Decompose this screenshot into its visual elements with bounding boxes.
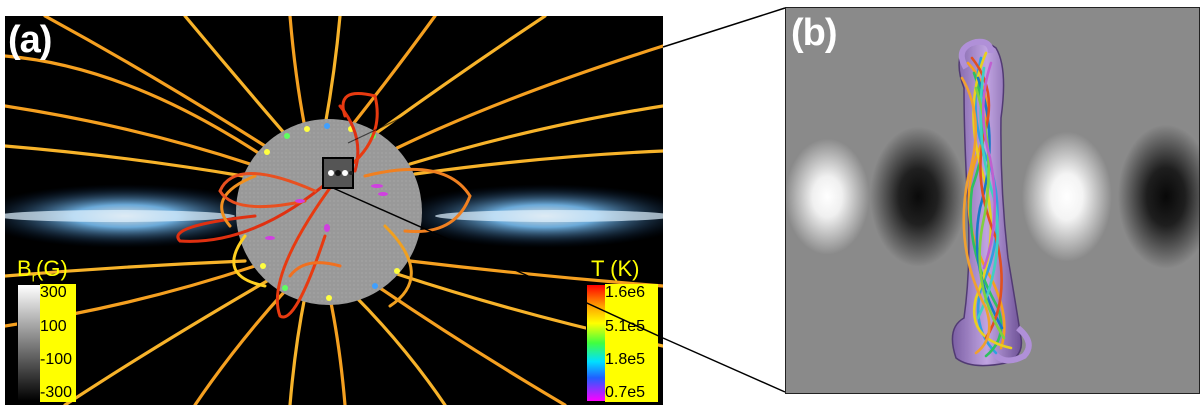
flux-rope-render — [951, 38, 1032, 367]
br-tick-2: -100 — [40, 351, 73, 368]
temp-tick-2: 1.8e5 — [605, 351, 646, 368]
temp-tick-0: 1.6e6 — [605, 284, 646, 301]
panel-b-zoom-view: (b) — [785, 7, 1200, 394]
panel-b-label: (b) — [791, 12, 838, 54]
br-tick-3: -300 — [40, 384, 73, 401]
temp-colorbar: 1.6e6 5.1e5 1.8e5 0.7e5 — [586, 284, 658, 402]
br-title-main: B — [17, 256, 32, 281]
temp-tick-1: 5.1e5 — [605, 318, 646, 335]
panel-a-scene — [5, 16, 663, 405]
flux-rope-top-hook — [958, 38, 994, 70]
footpoint-markers — [260, 123, 400, 301]
br-title-unit: (G) — [36, 256, 68, 281]
br-tick-1: 100 — [40, 318, 67, 335]
flux-rope-strands — [960, 51, 1013, 358]
temp-tick-3: 0.7e5 — [605, 384, 646, 401]
br-tick-0: 300 — [40, 284, 67, 301]
flux-rope-bottom-hook — [988, 325, 1032, 364]
br-legend-title: Br(G) — [17, 256, 68, 284]
panel-a-label: (a) — [8, 19, 52, 61]
br-title-sub: r — [31, 269, 37, 285]
zoom-box — [322, 157, 354, 189]
streamer-core-left — [5, 210, 235, 222]
br-colorbar: 300 100 -100 -300 — [17, 284, 77, 402]
temp-legend-title: T (K) — [591, 256, 640, 281]
br-gradient — [17, 284, 41, 402]
br-tick-panel: 300 100 -100 -300 — [40, 284, 76, 402]
solar-sphere — [236, 119, 422, 305]
panel-a-simulation-view: (a) Br(G) 300 100 -100 -300 T (K) 1.6e6 … — [5, 16, 663, 405]
temp-tick-panel: 1.6e6 5.1e5 1.8e5 0.7e5 — [605, 284, 658, 402]
temp-gradient — [586, 284, 606, 402]
